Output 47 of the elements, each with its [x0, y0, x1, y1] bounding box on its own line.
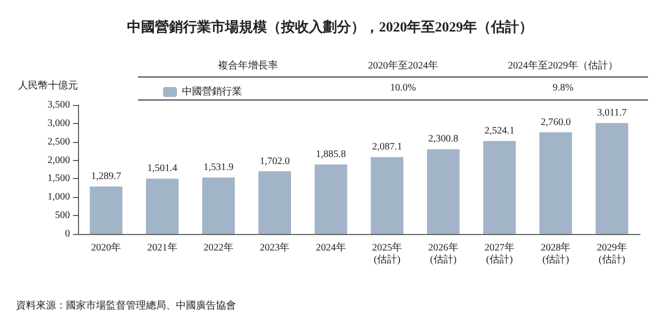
data-label: 2,300.8 [428, 134, 458, 145]
chart-title: 中國營銷行業市場規模（按收入劃分），2020年至2029年（估計） [127, 18, 533, 36]
y-tick-label: 3,500 [48, 100, 70, 110]
bar [90, 186, 122, 234]
y-tick-label: 2,500 [48, 136, 70, 148]
data-label: 2,524.1 [484, 125, 514, 136]
data-label: 1,531.9 [204, 162, 234, 174]
text: 9.8% [552, 82, 574, 94]
x-tick-label: 2020年 [91, 242, 122, 254]
source-note: 資料來源：國家市場監督管理總局、中國廣告協會 [16, 300, 236, 312]
x-tick-label: 2027年 (估計) [484, 242, 514, 266]
x-tick-label: 2025年 (估計) [372, 242, 402, 266]
text: 複合年增長率 [218, 60, 278, 72]
bar [202, 178, 235, 234]
text: 2024年至2029年（估計） [508, 60, 618, 72]
x-tick-label: 2022年 [204, 242, 234, 254]
legend-label: 中國營銷行業 [182, 86, 242, 98]
y-tick-label: 1,000 [48, 192, 70, 203]
y-tick-label: 0 [65, 228, 70, 240]
text: 10.0% [390, 82, 416, 94]
x-tick-label: 2024年 [316, 242, 346, 254]
bar [370, 157, 404, 234]
bar [314, 164, 348, 234]
x-tick-label: 2029年 (估計) [596, 242, 627, 266]
data-label: 3,011.7 [597, 107, 627, 118]
bar [596, 122, 628, 234]
data-label: 2,760.0 [540, 116, 571, 128]
y-tick-label: 2,000 [48, 154, 70, 166]
y-tick-label: 500 [55, 210, 70, 222]
x-tick-label: 2028年 (估計) [540, 242, 571, 266]
data-label: 1,501.4 [147, 163, 178, 174]
y-tick-label: 1,500 [48, 173, 70, 184]
data-label: 2,087.1 [372, 142, 402, 153]
bar [258, 171, 291, 234]
x-tick-label: 2021年 [147, 242, 178, 254]
data-label: 1,289.7 [91, 170, 122, 182]
x-tick-label: 2023年 [260, 242, 290, 254]
text: 2020年至2024年 [368, 60, 438, 72]
y-axis-title: 人民幣十億元 [18, 80, 78, 92]
data-label: 1,885.8 [316, 148, 346, 160]
bar [483, 140, 516, 234]
x-tick-label: 2026年 (估計) [428, 242, 458, 266]
bar [539, 132, 572, 234]
bar [146, 178, 179, 234]
bar [427, 149, 460, 234]
y-tick-label: 3,000 [48, 118, 70, 129]
data-label: 1,702.0 [260, 156, 290, 167]
